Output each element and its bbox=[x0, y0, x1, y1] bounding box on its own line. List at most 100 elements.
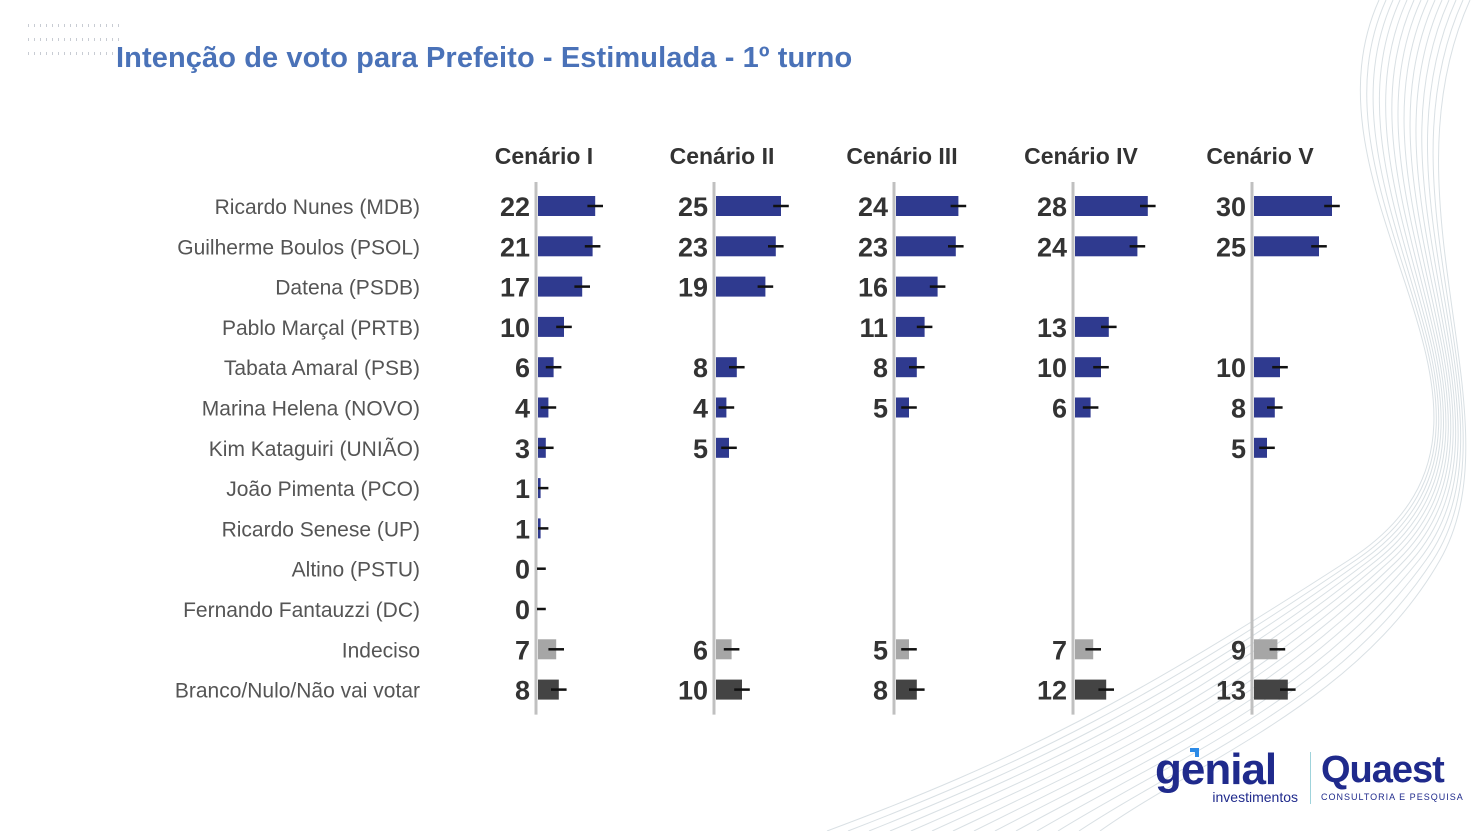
value-label: 16 bbox=[858, 273, 888, 303]
value-label: 8 bbox=[873, 676, 888, 706]
bar bbox=[1075, 316, 1109, 337]
bar bbox=[1075, 357, 1101, 378]
value-label: 23 bbox=[678, 232, 708, 262]
candidate-label: Kim Kataguiri (UNIÃO) bbox=[209, 437, 420, 461]
value-label: 21 bbox=[500, 232, 530, 262]
value-label: 11 bbox=[859, 313, 888, 343]
value-label: 25 bbox=[678, 192, 708, 222]
bar bbox=[538, 316, 564, 337]
wave-line bbox=[1036, 0, 1459, 831]
bar bbox=[716, 196, 781, 216]
wave-line bbox=[973, 0, 1452, 831]
bar bbox=[1254, 639, 1278, 660]
value-label: 30 bbox=[1216, 192, 1246, 222]
scenario-header: Cenário V bbox=[1206, 143, 1314, 169]
value-label: 5 bbox=[1231, 434, 1246, 464]
scenario-header: Cenário III bbox=[846, 143, 957, 169]
value-label: 8 bbox=[1231, 394, 1246, 424]
candidate-label: Guilherme Boulos (PSOL) bbox=[177, 236, 420, 259]
bar bbox=[538, 196, 596, 216]
value-label: 8 bbox=[515, 676, 530, 706]
wave-line bbox=[1078, 0, 1464, 831]
value-label: 13 bbox=[1037, 313, 1067, 343]
wave-line bbox=[994, 0, 1454, 831]
value-label: 7 bbox=[1052, 635, 1067, 665]
wave-line bbox=[910, 0, 1445, 831]
bar bbox=[716, 276, 766, 297]
value-label: 0 bbox=[515, 595, 530, 625]
value-label: 3 bbox=[515, 434, 530, 464]
candidate-label: Fernando Fantauzzi (DC) bbox=[183, 599, 420, 622]
value-label: 13 bbox=[1216, 676, 1246, 706]
candidate-label: Pablo Marçal (PRTB) bbox=[222, 317, 420, 340]
wave-line bbox=[868, 0, 1440, 831]
wave-line bbox=[1015, 0, 1457, 831]
candidate-label: Ricardo Senese (UP) bbox=[222, 518, 420, 541]
value-label: 9 bbox=[1231, 635, 1246, 665]
wave-line bbox=[847, 0, 1437, 831]
candidate-label: Marina Helena (NOVO) bbox=[202, 398, 420, 421]
candidate-label: Indeciso bbox=[342, 639, 420, 662]
value-label: 8 bbox=[873, 353, 888, 383]
value-label: 5 bbox=[873, 635, 888, 665]
bar bbox=[896, 276, 938, 297]
value-label: 7 bbox=[515, 635, 530, 665]
footer-logos: genial investimentos Quaest CONSULTORIA … bbox=[1155, 745, 1464, 806]
value-label: 5 bbox=[873, 394, 888, 424]
value-label: 24 bbox=[858, 192, 888, 222]
bar bbox=[896, 196, 959, 216]
genial-accent-icon bbox=[1190, 748, 1199, 757]
candidate-label: Ricardo Nunes (MDB) bbox=[215, 196, 420, 219]
bar bbox=[1075, 236, 1138, 257]
candidate-label: João Pimenta (PCO) bbox=[226, 478, 420, 501]
wave-line bbox=[826, 0, 1435, 831]
value-label: 25 bbox=[1216, 232, 1246, 262]
value-label: 10 bbox=[500, 313, 530, 343]
bar bbox=[538, 679, 559, 700]
bar bbox=[1075, 679, 1107, 700]
value-label: 1 bbox=[515, 514, 530, 544]
value-label: 17 bbox=[500, 273, 530, 303]
page-title: Intenção de voto para Prefeito - Estimul… bbox=[116, 42, 853, 74]
value-label: 24 bbox=[1037, 232, 1067, 262]
quaest-logo-subtitle: CONSULTORIA E PESQUISA bbox=[1321, 792, 1464, 802]
value-label: 22 bbox=[500, 192, 530, 222]
candidate-label: Branco/Nulo/Não vai votar bbox=[175, 680, 420, 703]
value-label: 0 bbox=[515, 555, 530, 585]
decorative-tick-pattern bbox=[28, 24, 124, 66]
wave-line bbox=[931, 0, 1447, 831]
bar bbox=[896, 357, 917, 378]
bar bbox=[896, 679, 917, 700]
bar bbox=[1254, 196, 1332, 216]
candidate-label: Datena (PSDB) bbox=[275, 277, 420, 300]
bar bbox=[1254, 397, 1275, 418]
bar bbox=[896, 236, 956, 257]
scenario-header: Cenário II bbox=[670, 143, 775, 169]
genial-logo-subtitle: investimentos bbox=[1212, 789, 1298, 805]
value-label: 4 bbox=[693, 394, 708, 424]
candidate-label: Altino (PSTU) bbox=[292, 559, 420, 582]
candidate-label: Tabata Amaral (PSB) bbox=[224, 357, 420, 380]
value-label: 5 bbox=[693, 434, 708, 464]
scenario-header: Cenário I bbox=[495, 143, 593, 169]
genial-logo: genial investimentos bbox=[1155, 745, 1300, 806]
quaest-logo-name: Quaest bbox=[1321, 749, 1445, 791]
wave-line bbox=[1057, 0, 1462, 831]
value-label: 6 bbox=[515, 353, 530, 383]
bar bbox=[1254, 357, 1280, 378]
genial-logo-name: genial bbox=[1155, 745, 1277, 794]
bar bbox=[716, 679, 742, 700]
value-label: 8 bbox=[693, 353, 708, 383]
bar bbox=[1075, 639, 1094, 660]
bar bbox=[1075, 196, 1148, 216]
bar bbox=[538, 639, 557, 660]
value-label: 6 bbox=[1052, 394, 1067, 424]
bar bbox=[716, 236, 776, 257]
value-label: 19 bbox=[678, 273, 708, 303]
logo-divider bbox=[1310, 752, 1311, 804]
wave-line bbox=[1099, 0, 1471, 831]
quaest-logo: Quaest CONSULTORIA E PESQUISA bbox=[1321, 748, 1464, 802]
value-label: 10 bbox=[678, 676, 708, 706]
